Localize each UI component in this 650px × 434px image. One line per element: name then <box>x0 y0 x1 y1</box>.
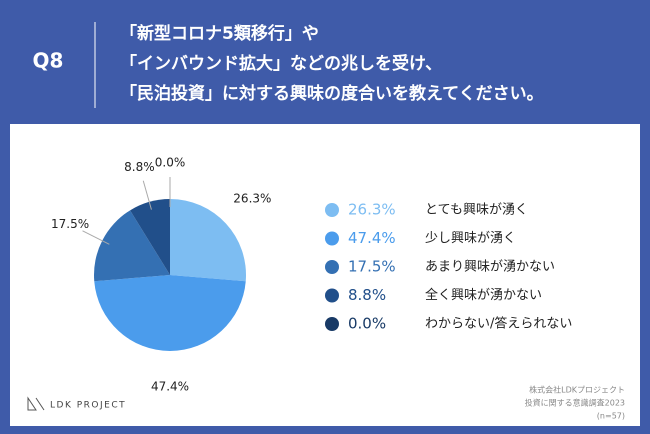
slice-label: 17.5% <box>51 217 89 231</box>
source: (n=57) <box>597 412 625 421</box>
title-line: 「民泊投資」に対する興味の度合いを教えてください。 <box>120 83 544 104</box>
chart: 26.3% 26.3% とても興味が湧く 47.4% 47.4% 少し興味が湧く 17.5%… <box>51 156 572 394</box>
legend-swatch <box>325 260 339 274</box>
legend-label: あまり興味が湧かない <box>425 259 555 275</box>
slice-label: 26.3% <box>233 192 271 206</box>
legend-value: 0.0% <box>348 315 386 333</box>
legend-label: 全く興味が湧かない <box>425 287 542 303</box>
legend-label: とても興味が湧く <box>425 202 528 218</box>
slice-label: 0.0% <box>155 156 186 170</box>
title-line: 「新型コロナ5類移行」や <box>120 23 319 44</box>
pie-slice <box>130 199 170 275</box>
logo-icon <box>27 396 45 411</box>
logo: LDK PROJECT <box>27 396 126 411</box>
leader-line <box>142 180 152 210</box>
source: 投資に関する意識調査2023 <box>525 398 625 408</box>
legend-label: 少し興味が湧く <box>425 230 516 246</box>
logo-text: LDK PROJECT <box>50 401 126 411</box>
legend-value: 17.5% <box>348 258 396 276</box>
legend-swatch <box>325 203 339 217</box>
legend-value: 26.3% <box>348 201 396 219</box>
slice-label: 8.8% <box>124 160 155 174</box>
leader-line <box>82 230 110 245</box>
pie-slice <box>93 210 170 282</box>
slice-label: 47.4% <box>151 380 189 394</box>
source: 株式会社LDKプロジェクト <box>529 385 625 395</box>
question-number: Q8 <box>33 49 64 73</box>
legend-value: 8.8% <box>348 286 386 304</box>
legend-label: わからない/答えられない <box>425 316 572 332</box>
pie-slice <box>170 199 246 282</box>
legend-swatch <box>325 317 339 331</box>
legend-swatch <box>325 288 339 303</box>
pie-slice <box>94 275 246 352</box>
legend-swatch <box>325 231 339 246</box>
legend-value: 47.4% <box>348 229 396 247</box>
title-line: 「インバウンド拡大」などの兆しを受け、 <box>120 53 442 74</box>
